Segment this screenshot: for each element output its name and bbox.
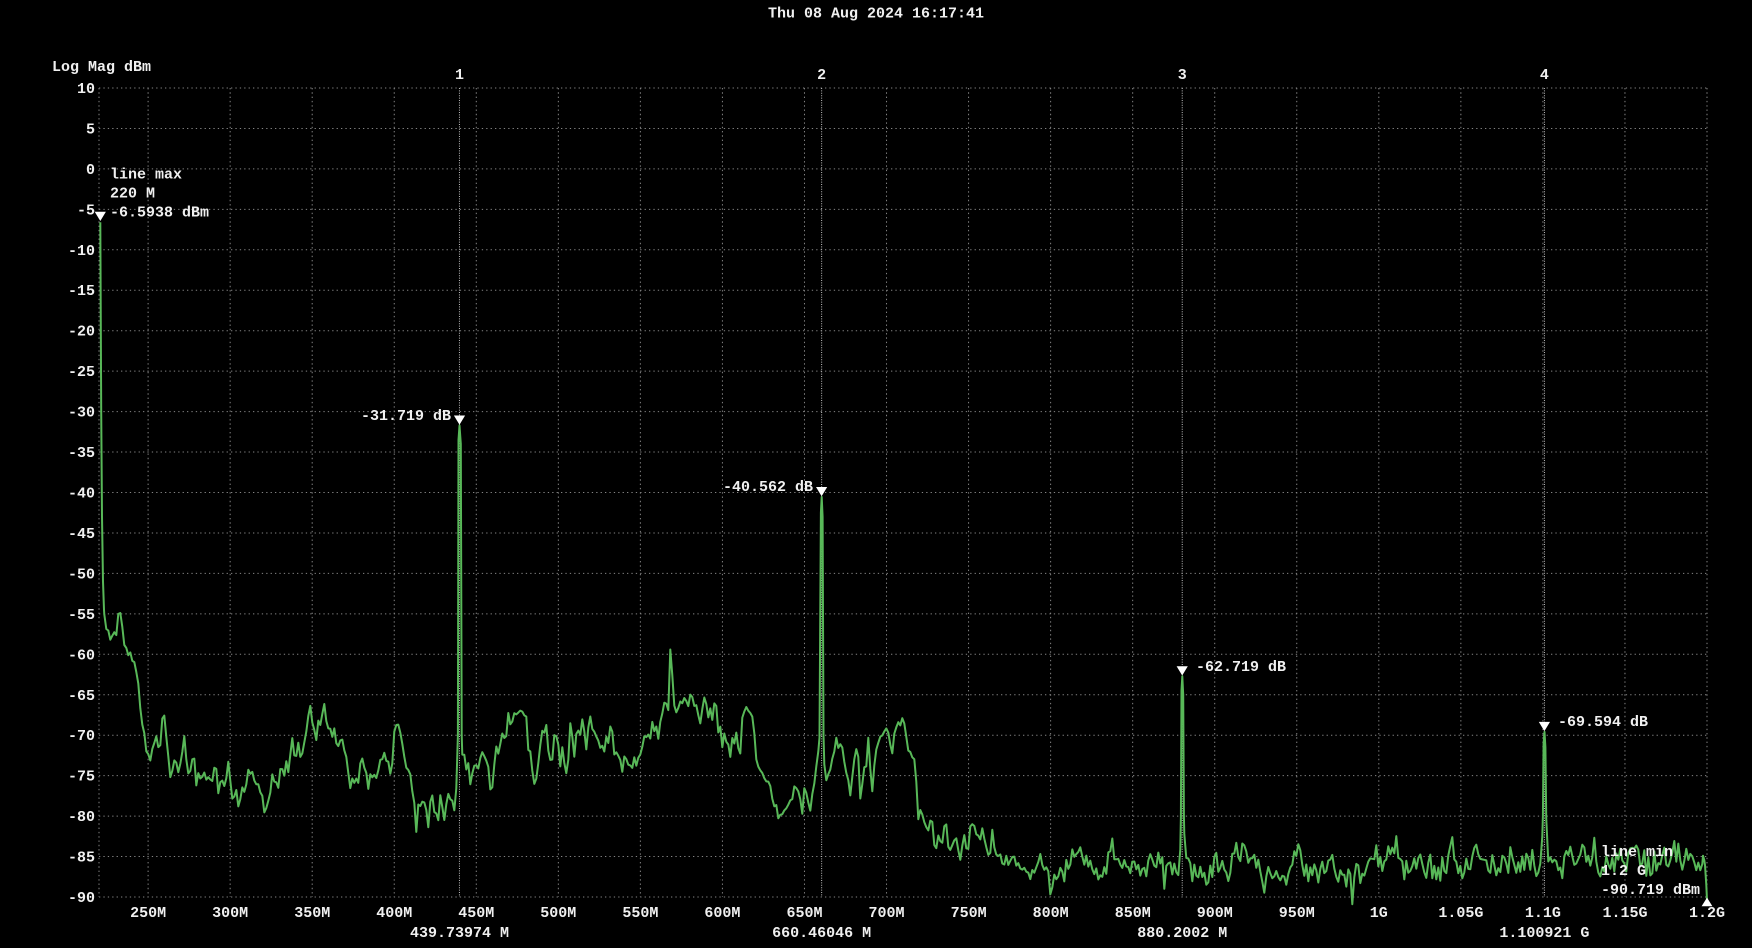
svg-text:-31.719 dB: -31.719 dB [361,408,451,425]
svg-text:0: 0 [86,162,95,179]
svg-text:350M: 350M [294,905,330,922]
svg-text:-70: -70 [68,728,95,745]
svg-text:439.73974 M: 439.73974 M [410,925,509,942]
svg-text:4: 4 [1540,67,1549,84]
svg-text:-60: -60 [68,647,95,664]
svg-text:2: 2 [817,67,826,84]
svg-text:3: 3 [1178,67,1187,84]
svg-text:line max: line max [110,167,182,184]
svg-text:750M: 750M [951,905,987,922]
svg-text:1.05G: 1.05G [1438,905,1483,922]
svg-text:-5: -5 [77,202,95,219]
svg-text:1.2G: 1.2G [1689,905,1725,922]
svg-text:550M: 550M [622,905,658,922]
svg-text:220 M: 220 M [110,186,155,203]
svg-text:-40: -40 [68,486,95,503]
svg-text:-69.594 dB: -69.594 dB [1558,714,1648,731]
svg-text:700M: 700M [868,905,904,922]
svg-text:-65: -65 [68,688,95,705]
svg-text:1.100921 G: 1.100921 G [1499,925,1589,942]
svg-text:-50: -50 [68,566,95,583]
svg-text:950M: 950M [1279,905,1315,922]
svg-text:400M: 400M [376,905,412,922]
svg-text:600M: 600M [704,905,740,922]
svg-text:300M: 300M [212,905,248,922]
svg-text:900M: 900M [1197,905,1233,922]
svg-text:1.1G: 1.1G [1525,905,1561,922]
svg-text:800M: 800M [1033,905,1069,922]
svg-text:-45: -45 [68,526,95,543]
svg-text:-90: -90 [68,890,95,907]
svg-text:-75: -75 [68,769,95,786]
svg-text:250M: 250M [130,905,166,922]
svg-text:-20: -20 [68,324,95,341]
svg-text:-25: -25 [68,364,95,381]
svg-text:-40.562 dB: -40.562 dB [723,479,813,496]
svg-text:-35: -35 [68,445,95,462]
svg-text:-62.719 dB: -62.719 dB [1196,659,1286,676]
svg-text:-80: -80 [68,809,95,826]
svg-text:1.15G: 1.15G [1602,905,1647,922]
svg-text:880.2002 M: 880.2002 M [1137,925,1227,942]
svg-text:-10: -10 [68,243,95,260]
svg-text:850M: 850M [1115,905,1151,922]
svg-text:1: 1 [455,67,464,84]
svg-text:-55: -55 [68,607,95,624]
svg-text:660.46046 M: 660.46046 M [772,925,871,942]
svg-text:450M: 450M [458,905,494,922]
svg-text:10: 10 [77,81,95,98]
svg-text:500M: 500M [540,905,576,922]
svg-text:-6.5938 dBm: -6.5938 dBm [110,205,209,222]
svg-text:1G: 1G [1370,905,1388,922]
svg-text:1.2 G: 1.2 G [1601,863,1646,880]
svg-text:650M: 650M [786,905,822,922]
svg-text:-15: -15 [68,283,95,300]
svg-text:-85: -85 [68,850,95,867]
svg-text:-30: -30 [68,405,95,422]
svg-text:Log Mag dBm: Log Mag dBm [52,59,151,76]
svg-text:5: 5 [86,121,95,138]
svg-text:Thu 08 Aug 2024 16:17:41: Thu 08 Aug 2024 16:17:41 [768,6,984,23]
svg-text:-90.719 dBm: -90.719 dBm [1601,882,1700,899]
svg-text:line min: line min [1601,844,1673,861]
